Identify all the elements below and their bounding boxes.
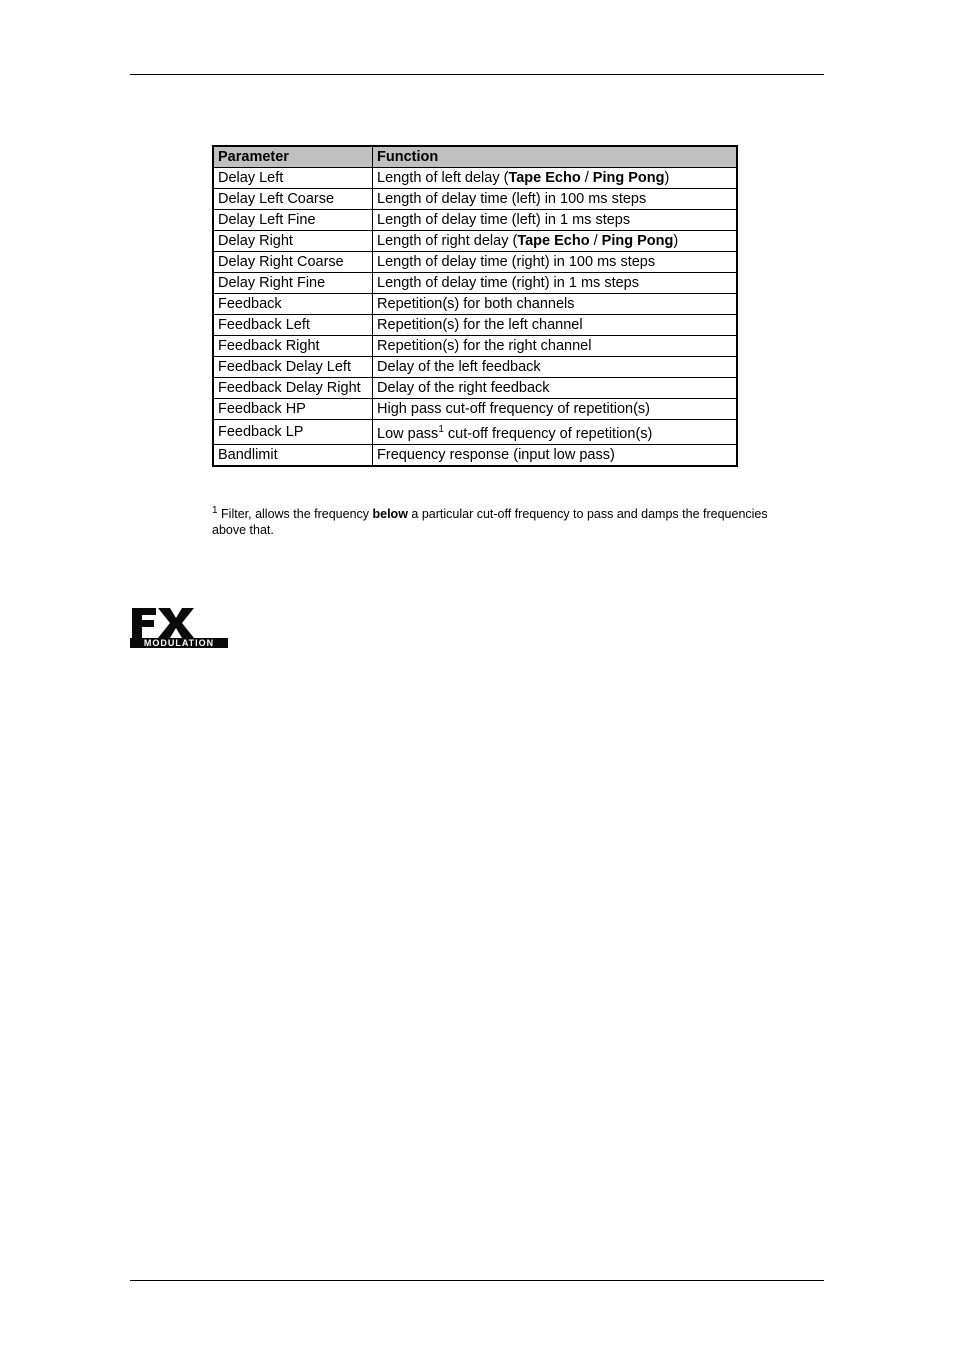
cell-parameter: Bandlimit (213, 444, 373, 466)
cell-parameter: Feedback Delay Left (213, 357, 373, 378)
table-row: Delay Left CoarseLength of delay time (l… (213, 189, 737, 210)
fx-modulation-logo: MODULATION (130, 608, 228, 648)
table-row: Feedback HPHigh pass cut-off frequency o… (213, 399, 737, 420)
cell-function: Low pass1 cut-off frequency of repetitio… (373, 420, 737, 445)
cell-function: Length of delay time (right) in 1 ms ste… (373, 273, 737, 294)
cell-parameter: Delay Right Coarse (213, 252, 373, 273)
logo-strip-text: MODULATION (144, 638, 214, 648)
bottom-rule (130, 1280, 824, 1281)
table-row: BandlimitFrequency response (input low p… (213, 444, 737, 466)
cell-parameter: Delay Left Fine (213, 210, 373, 231)
cell-function: Frequency response (input low pass) (373, 444, 737, 466)
cell-function: High pass cut-off frequency of repetitio… (373, 399, 737, 420)
cell-function: Repetition(s) for the left channel (373, 315, 737, 336)
footnote-text-before: Filter, allows the frequency (218, 507, 373, 521)
cell-function: Length of delay time (right) in 100 ms s… (373, 252, 737, 273)
table-row: Delay Right FineLength of delay time (ri… (213, 273, 737, 294)
table-header-row: Parameter Function (213, 146, 737, 168)
table-row: Feedback LeftRepetition(s) for the left … (213, 315, 737, 336)
table-row: Feedback LPLow pass1 cut-off frequency o… (213, 420, 737, 445)
cell-parameter: Delay Right (213, 231, 373, 252)
table-row: Feedback Delay LeftDelay of the left fee… (213, 357, 737, 378)
cell-parameter: Feedback Delay Right (213, 378, 373, 399)
cell-function: Delay of the left feedback (373, 357, 737, 378)
cell-parameter: Feedback HP (213, 399, 373, 420)
table-row: FeedbackRepetition(s) for both channels (213, 294, 737, 315)
cell-function: Repetition(s) for both channels (373, 294, 737, 315)
cell-function: Length of right delay (Tape Echo / Ping … (373, 231, 737, 252)
table-row: Delay LeftLength of left delay (Tape Ech… (213, 168, 737, 189)
fx-modulation-icon: MODULATION (130, 608, 228, 648)
cell-parameter: Delay Left Coarse (213, 189, 373, 210)
col-header-function: Function (373, 146, 737, 168)
cell-function: Delay of the right feedback (373, 378, 737, 399)
cell-function: Length of left delay (Tape Echo / Ping P… (373, 168, 737, 189)
cell-function: Length of delay time (left) in 100 ms st… (373, 189, 737, 210)
footnote: 1 Filter, allows the frequency below a p… (212, 503, 772, 538)
table-row: Delay Right CoarseLength of delay time (… (213, 252, 737, 273)
table-row: Feedback Delay RightDelay of the right f… (213, 378, 737, 399)
cell-parameter: Feedback LP (213, 420, 373, 445)
col-header-parameter: Parameter (213, 146, 373, 168)
cell-parameter: Feedback (213, 294, 373, 315)
cell-parameter: Feedback Right (213, 336, 373, 357)
cell-function: Length of delay time (left) in 1 ms step… (373, 210, 737, 231)
top-rule (130, 74, 824, 75)
table-row: Delay Left FineLength of delay time (lef… (213, 210, 737, 231)
cell-parameter: Delay Left (213, 168, 373, 189)
cell-parameter: Feedback Left (213, 315, 373, 336)
table-row: Feedback RightRepetition(s) for the righ… (213, 336, 737, 357)
parameter-table: Parameter Function Delay LeftLength of l… (212, 145, 738, 467)
cell-parameter: Delay Right Fine (213, 273, 373, 294)
footnote-bold: below (373, 507, 408, 521)
cell-function: Repetition(s) for the right channel (373, 336, 737, 357)
table-row: Delay RightLength of right delay (Tape E… (213, 231, 737, 252)
